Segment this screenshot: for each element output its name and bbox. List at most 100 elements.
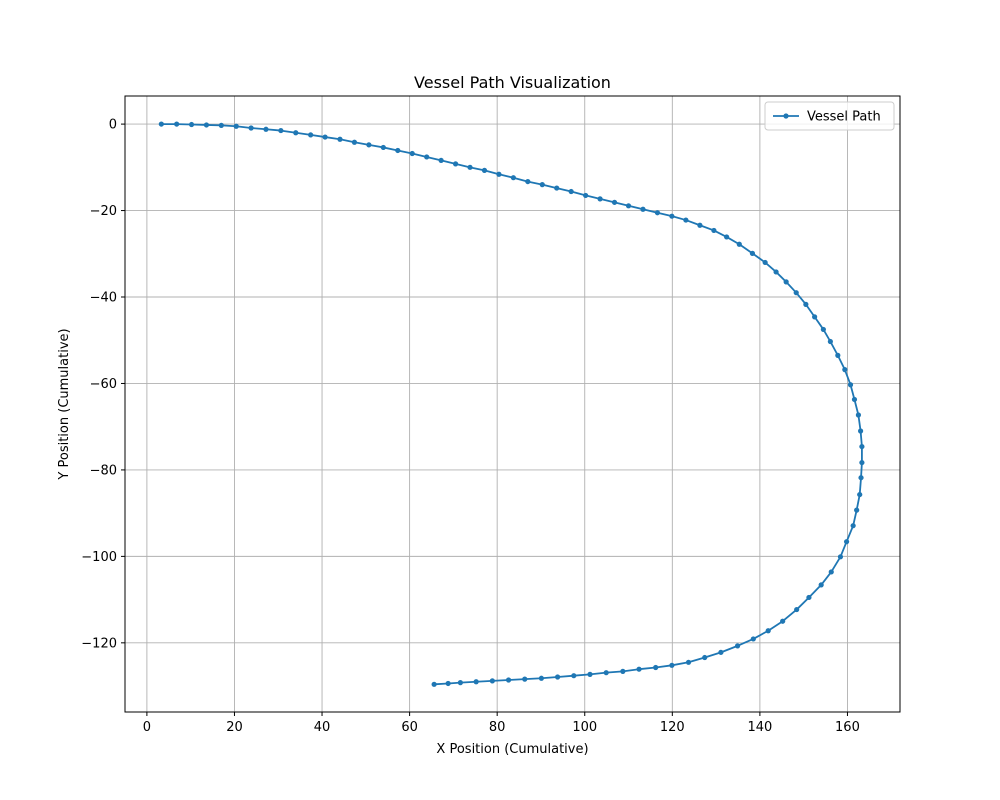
data-point <box>525 178 531 185</box>
data-point <box>496 171 502 177</box>
data-point <box>308 132 314 138</box>
y-tick-label: −40 <box>90 291 117 306</box>
data-point <box>820 326 826 333</box>
data-point <box>489 678 495 684</box>
data-point <box>263 126 269 132</box>
data-point <box>842 367 848 373</box>
x-tick-label: 140 <box>747 720 772 735</box>
data-point <box>188 121 195 128</box>
data-point <box>857 428 864 434</box>
x-tick-label: 20 <box>226 720 243 735</box>
data-point <box>859 443 865 450</box>
data-point <box>850 523 856 529</box>
data-point <box>587 671 593 677</box>
y-tick-label: −20 <box>90 204 117 219</box>
data-point <box>854 507 860 513</box>
data-point <box>718 649 724 655</box>
data-point <box>697 222 703 228</box>
legend-label: Vessel Path <box>807 110 881 125</box>
data-point <box>438 157 444 164</box>
series-layer <box>158 121 865 687</box>
data-point <box>793 290 799 296</box>
data-point <box>734 643 741 649</box>
data-point <box>837 554 844 560</box>
x-tick-label: 120 <box>660 720 685 735</box>
data-point <box>539 182 545 188</box>
x-tick-label: 160 <box>835 720 860 735</box>
x-tick-label: 0 <box>143 720 151 735</box>
data-point <box>452 161 459 167</box>
data-point <box>783 279 789 285</box>
y-tick-label: −60 <box>90 377 117 392</box>
data-point <box>603 670 609 676</box>
data-point <box>611 199 618 205</box>
data-point <box>847 382 854 388</box>
data-point <box>278 127 284 134</box>
data-point <box>683 217 689 223</box>
legend: Vessel Path <box>764 101 895 131</box>
data-point <box>702 654 708 661</box>
data-point <box>409 150 415 157</box>
data-point <box>380 144 386 151</box>
data-point <box>812 314 818 320</box>
data-point <box>158 121 164 127</box>
data-point <box>554 185 560 191</box>
data-point <box>858 475 864 481</box>
data-point <box>554 674 561 680</box>
data-point <box>457 680 463 686</box>
data-point <box>366 142 372 148</box>
chart-title: Vessel Path Visualization <box>414 73 611 92</box>
data-point <box>218 122 224 128</box>
data-point <box>467 164 473 170</box>
data-point <box>481 167 488 173</box>
data-point <box>855 412 862 418</box>
data-point <box>636 666 642 672</box>
data-point <box>654 210 661 216</box>
data-point <box>625 203 632 209</box>
data-point <box>685 659 692 665</box>
data-point <box>711 227 717 234</box>
data-point <box>473 679 479 685</box>
data-point <box>749 250 756 256</box>
data-point <box>773 269 779 275</box>
data-point <box>859 459 865 466</box>
data-point <box>571 673 577 679</box>
data-point <box>174 121 180 127</box>
data-point <box>351 139 358 145</box>
data-point <box>583 192 589 199</box>
data-point <box>724 234 730 240</box>
data-point <box>851 396 858 403</box>
data-point <box>597 196 603 202</box>
legend-box <box>764 101 895 131</box>
data-point <box>510 175 516 181</box>
data-point <box>818 582 824 588</box>
data-point <box>736 241 742 247</box>
data-point <box>233 123 239 129</box>
data-point <box>640 206 646 212</box>
data-point <box>424 154 430 160</box>
data-point <box>337 136 343 142</box>
data-point <box>827 338 833 345</box>
data-point <box>803 301 809 307</box>
data-point <box>794 606 800 613</box>
x-tick-label: 80 <box>489 720 506 735</box>
data-point <box>568 188 574 195</box>
data-point <box>293 130 299 136</box>
data-point <box>505 677 512 683</box>
x-axis-label: X Position (Cumulative) <box>436 742 588 757</box>
data-point <box>750 636 756 642</box>
y-tick-label: −120 <box>81 636 117 651</box>
data-point <box>835 352 841 358</box>
data-point <box>522 676 528 682</box>
data-point <box>669 662 675 668</box>
data-point <box>762 259 768 266</box>
data-point <box>431 681 437 687</box>
data-point <box>653 664 659 671</box>
data-point <box>857 491 863 498</box>
y-tick-label: −80 <box>90 463 117 478</box>
x-tick-label: 100 <box>572 720 597 735</box>
y-axis: 0 −20 −40 −60 −80 −100 −120 <box>81 118 125 651</box>
